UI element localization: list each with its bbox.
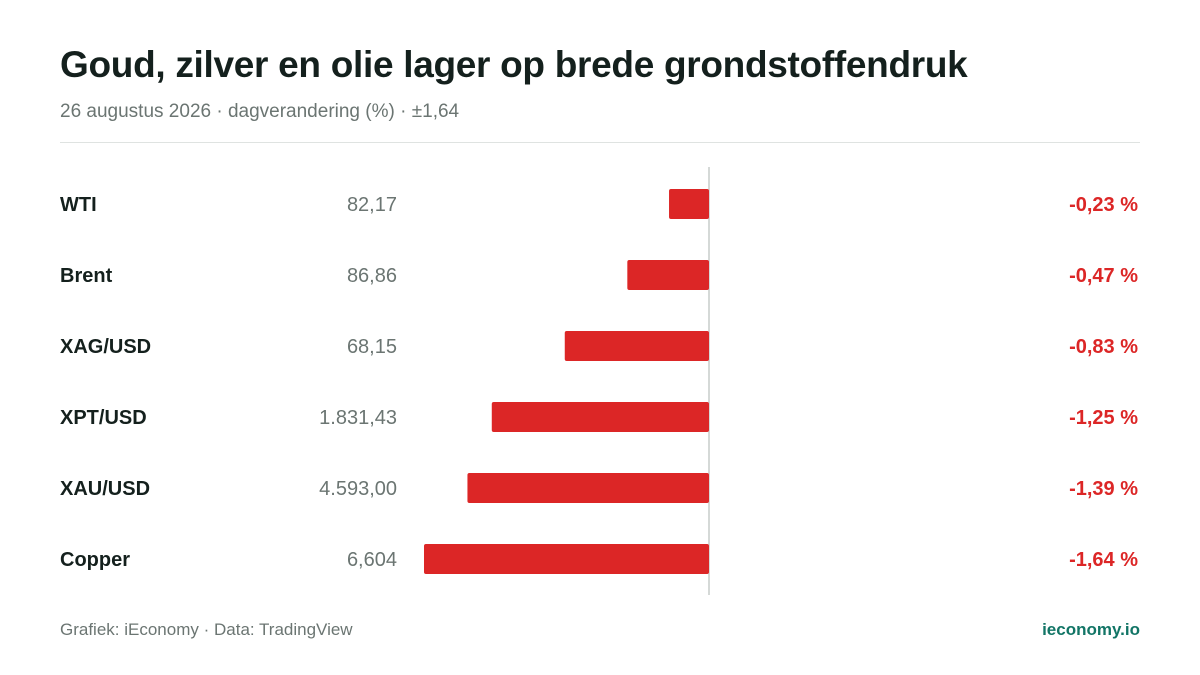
value-label: -1,25 % [1069, 407, 1138, 429]
price-label: 6,604 [347, 549, 397, 571]
source-credit: Grafiek: iEconomy · Data: TradingView [60, 620, 353, 639]
price-label: 4.593,00 [319, 478, 397, 500]
price-label: 82,17 [347, 194, 397, 216]
value-label: -0,23 % [1069, 194, 1138, 216]
value-label: -1,39 % [1069, 478, 1138, 500]
price-label: 68,15 [347, 336, 397, 358]
category-label: XAU/USD [60, 478, 150, 500]
bar [627, 260, 709, 290]
bar [491, 402, 709, 432]
category-label: Copper [60, 549, 130, 571]
value-label: -0,47 % [1069, 265, 1138, 287]
price-label: 1.831,43 [319, 407, 397, 429]
brand-link[interactable]: ieconomy.io [1042, 620, 1140, 639]
bar [467, 473, 709, 503]
category-label: XAG/USD [60, 336, 151, 358]
category-label: WTI [60, 194, 97, 216]
chart-subtitle: 26 augustus 2026 · dagverandering (%) · … [60, 101, 460, 122]
bar [669, 189, 709, 219]
category-label: Brent [60, 265, 113, 287]
bar [564, 331, 709, 361]
value-label: -1,64 % [1069, 549, 1138, 571]
bar [424, 544, 709, 574]
category-label: XPT/USD [60, 407, 147, 429]
value-label: -0,83 % [1069, 336, 1138, 358]
price-label: 86,86 [347, 265, 397, 287]
header-divider [60, 142, 1140, 143]
chart-title: Goud, zilver en olie lager op brede gron… [60, 44, 968, 85]
